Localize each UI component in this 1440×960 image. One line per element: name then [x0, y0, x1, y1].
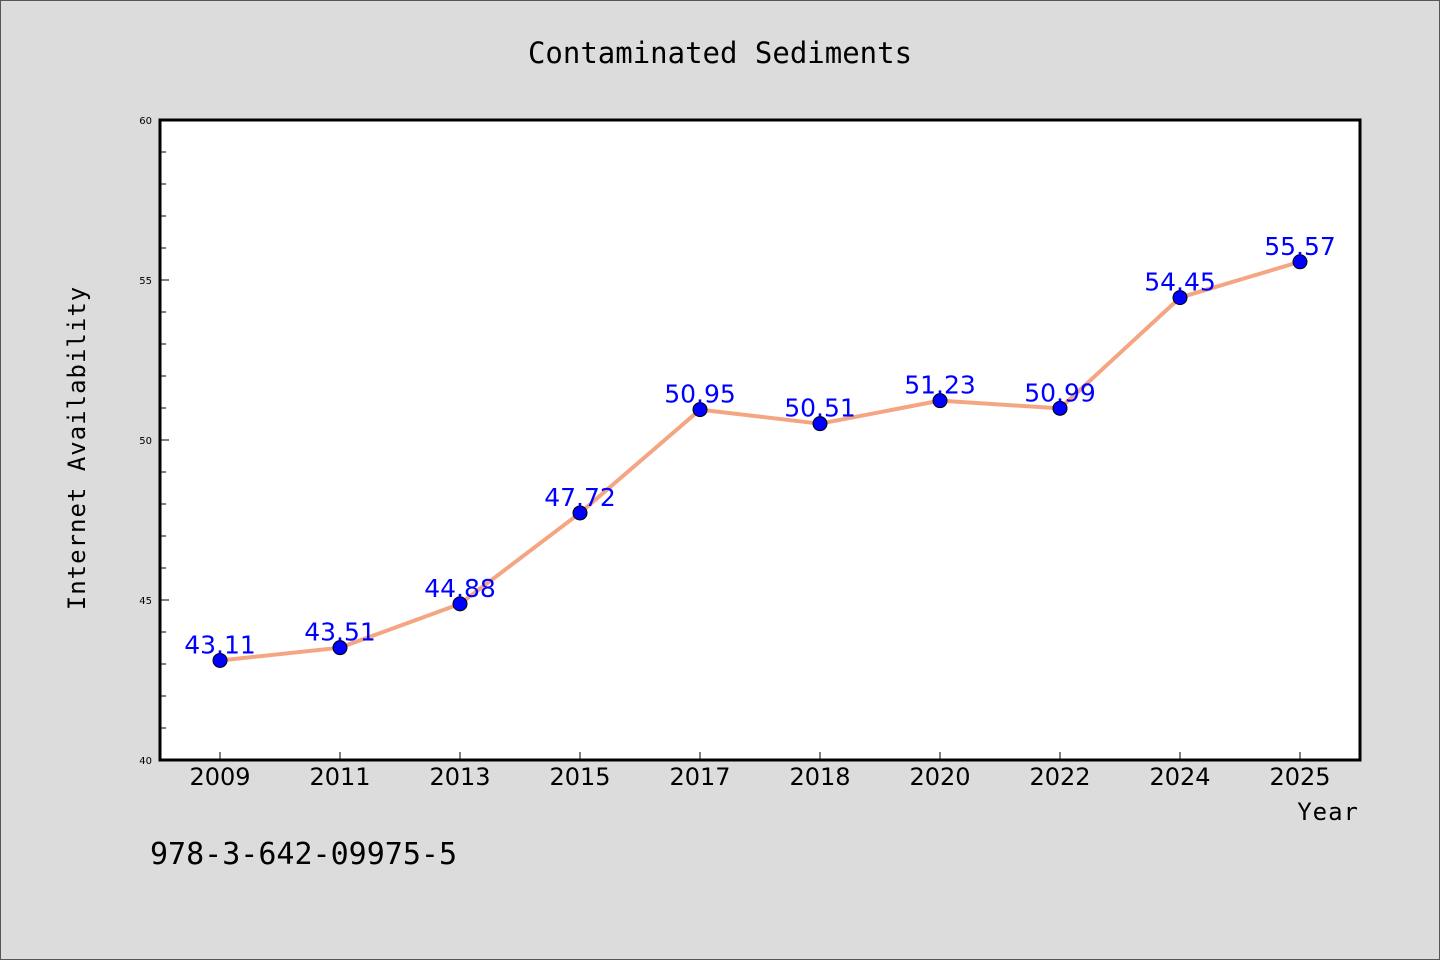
data-point	[1172, 290, 1188, 306]
x-tick-label: 2024	[1149, 763, 1210, 791]
y-tick-label: 45	[139, 596, 152, 607]
x-tick-label: 2013	[429, 763, 490, 791]
y-tick-label: 40	[139, 756, 152, 767]
data-point	[1292, 254, 1308, 270]
data-label: 50.99	[1024, 378, 1096, 407]
data-label: 50.51	[784, 394, 856, 423]
data-label: 54.45	[1144, 268, 1216, 297]
x-tick-label: 2025	[1269, 763, 1330, 791]
data-point	[692, 402, 708, 418]
x-tick-label: 2022	[1029, 763, 1090, 791]
data-label: 50.95	[664, 380, 736, 409]
x-tick-label: 2020	[909, 763, 970, 791]
y-tick-label: 55	[139, 276, 152, 287]
chart-title: Contaminated Sediments	[528, 36, 912, 70]
x-axis: 2009 2011 2013 2015 2017 2018 2020 2022 2024 2025	[189, 752, 1331, 791]
x-axis-label: Year	[1297, 798, 1359, 826]
data-label: 43.51	[304, 618, 376, 647]
series-layer: 43.11 43.51 44.88 47.72 50.95 50.51 51.23 50.99…	[184, 232, 1336, 668]
data-label: 44.88	[424, 574, 496, 603]
x-tick-label: 2015	[549, 763, 610, 791]
data-point	[212, 652, 228, 668]
data-point	[332, 640, 348, 656]
footnote-isbn: 978-3-642-09975-5	[150, 837, 457, 872]
data-label: 47.72	[544, 483, 616, 512]
data-point	[812, 416, 828, 432]
y-tick-label: 50	[139, 436, 152, 447]
data-point	[572, 505, 588, 521]
data-label: 51.23	[904, 371, 976, 400]
x-tick-label: 2009	[189, 763, 250, 791]
y-tick-label: 60	[139, 116, 152, 127]
y-axis: 40 45 50 55 60	[139, 116, 169, 767]
plot-area	[158, 118, 1362, 762]
y-axis-label: Internet Availability	[63, 286, 91, 610]
x-tick-label: 2018	[789, 763, 850, 791]
data-label: 43.11	[184, 630, 256, 659]
series-line	[218, 259, 1302, 663]
x-tick-label: 2011	[309, 763, 370, 791]
data-point	[452, 596, 468, 612]
x-tick-label: 2017	[669, 763, 730, 791]
data-label: 55.57	[1264, 232, 1336, 261]
data-point	[932, 393, 948, 409]
data-point	[1052, 400, 1068, 416]
